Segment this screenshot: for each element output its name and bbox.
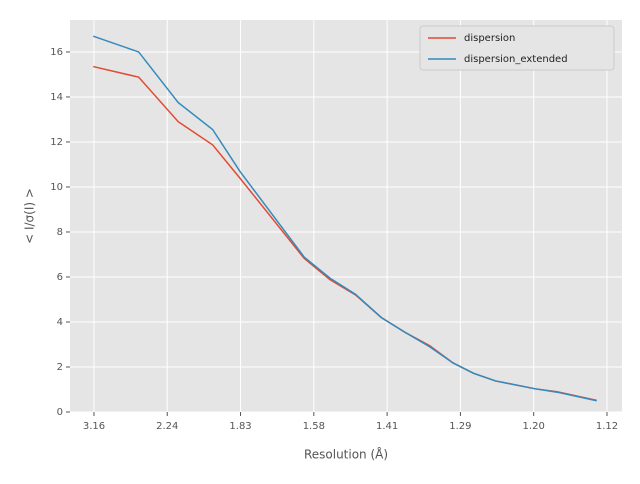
x-tick-label: 1.29	[449, 421, 471, 432]
x-axis-label: Resolution (Å)	[304, 447, 388, 462]
x-tick-label: 1.58	[303, 421, 325, 432]
x-tick-label: 3.16	[83, 421, 105, 432]
x-tick-label: 1.83	[229, 421, 251, 432]
legend-label: dispersion	[464, 33, 515, 44]
y-tick-label: 4	[57, 317, 63, 328]
y-tick-label: 8	[57, 227, 63, 238]
y-tick-label: 16	[50, 47, 63, 58]
y-tick-label: 10	[50, 182, 63, 193]
x-tick-label: 2.24	[156, 421, 178, 432]
y-tick-label: 12	[50, 137, 63, 148]
plot-area	[70, 20, 622, 412]
x-tick-label: 1.12	[596, 421, 618, 432]
legend-box	[419, 25, 615, 71]
x-tick-label: 1.20	[523, 421, 545, 432]
x-tick-label: 1.41	[376, 421, 398, 432]
y-tick-label: 0	[57, 407, 63, 418]
y-tick-label: 14	[50, 92, 63, 103]
y-axis-label: < I/σ(I) >	[23, 188, 37, 244]
y-tick-label: 6	[57, 272, 63, 283]
legend-label: dispersion_extended	[464, 54, 568, 65]
series-line	[92, 35, 597, 402]
y-tick-label: 2	[57, 362, 63, 373]
